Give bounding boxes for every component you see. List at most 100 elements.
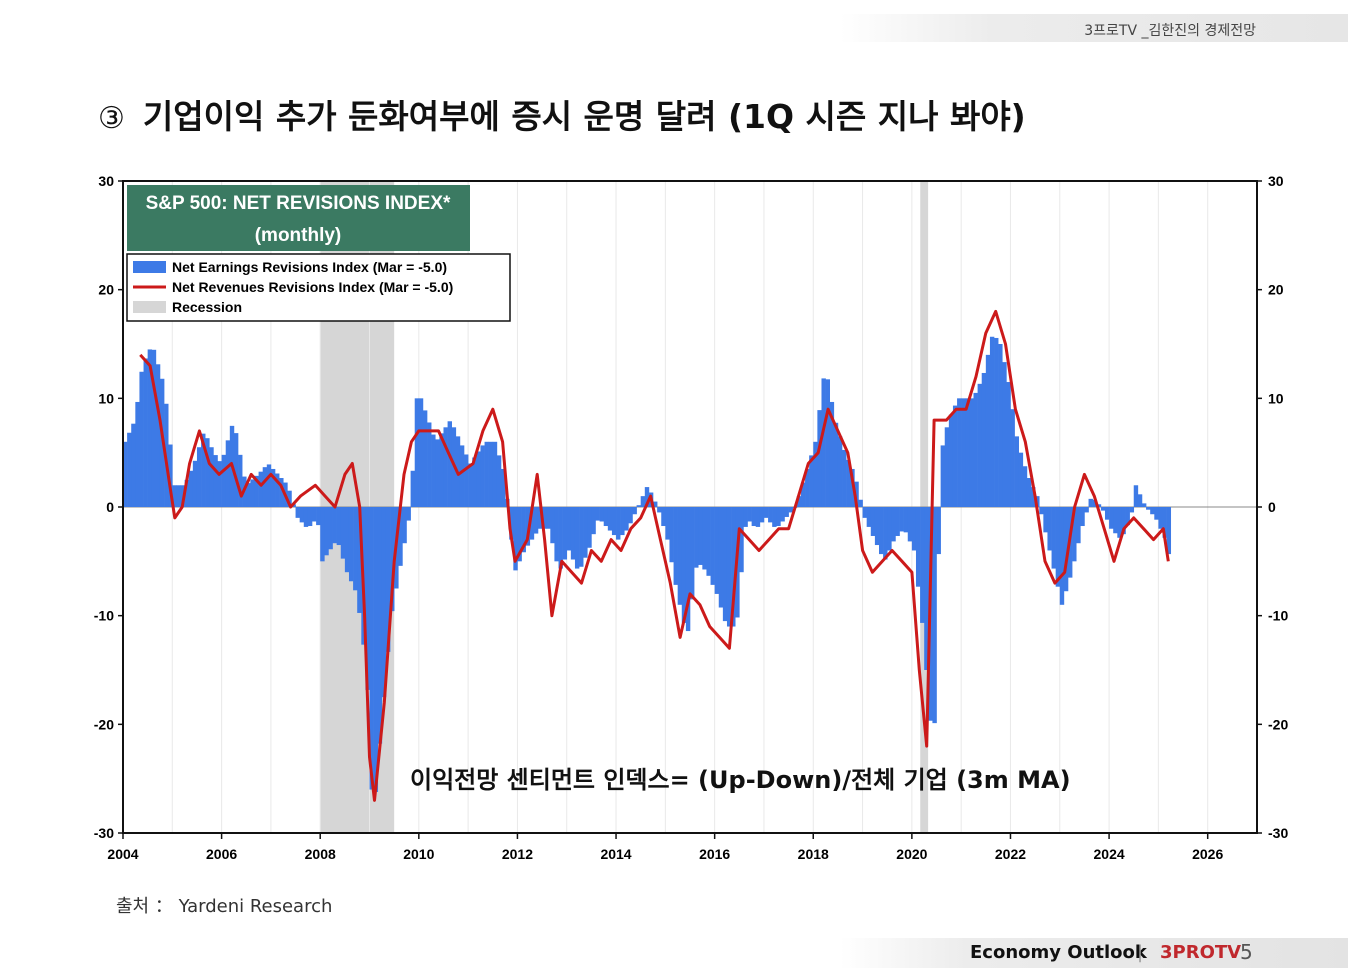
- earnings-bar-156: [763, 507, 769, 518]
- earnings-bar-76: [435, 439, 440, 507]
- earnings-bar-38: [279, 478, 284, 507]
- earnings-bar-223: [1039, 507, 1044, 515]
- earnings-bar-194: [920, 507, 925, 623]
- earnings-bar-206: [969, 398, 974, 507]
- earnings-bar-192: [911, 507, 917, 551]
- earnings-bar-224: [1043, 507, 1048, 533]
- earnings-bar-176: [846, 459, 851, 507]
- earnings-bar-239: [1104, 507, 1110, 520]
- chart-title: S&P 500: NET REVISIONS INDEX*: [146, 193, 451, 214]
- legend-swatch-recession: [133, 301, 166, 313]
- earnings-bar-215: [1006, 382, 1011, 507]
- chart-legend: Net Earnings Revisions Index (Mar = -5.0…: [126, 253, 511, 322]
- earnings-bar-172: [829, 401, 835, 507]
- earnings-bar-111: [579, 507, 584, 567]
- y-tick-label-right: 10: [1268, 390, 1284, 406]
- earnings-bar-218: [1018, 452, 1024, 507]
- earnings-bar-7: [151, 349, 157, 507]
- y-tick-label-left: -10: [94, 608, 114, 624]
- channel-label: 3프로TV _김한진의 경제전망: [1084, 23, 1256, 39]
- earnings-bar-3: [135, 401, 140, 507]
- earnings-bar-216: [1010, 409, 1015, 507]
- earnings-bar-164: [796, 496, 802, 507]
- earnings-bar-211: [989, 336, 995, 507]
- earnings-bar-145: [718, 507, 724, 608]
- earnings-bar-20: [205, 438, 210, 507]
- earnings-bar-110: [574, 507, 580, 569]
- x-tick-label: 2022: [995, 846, 1026, 862]
- earnings-bar-165: [800, 482, 806, 507]
- earnings-bar-1: [127, 432, 132, 507]
- earnings-bar-21: [209, 447, 214, 507]
- earnings-bar-60: [369, 507, 374, 790]
- earnings-bar-221: [1031, 487, 1036, 507]
- earnings-bar-72: [418, 398, 424, 507]
- earnings-bar-92: [501, 468, 506, 507]
- earnings-bar-12: [172, 485, 177, 507]
- earnings-bar-118: [607, 507, 613, 531]
- earnings-bar-22: [213, 455, 218, 507]
- earnings-bar-207: [973, 392, 978, 507]
- x-tick-label: 2004: [107, 846, 138, 862]
- earnings-bar-79: [447, 421, 452, 507]
- earnings-bar-57: [357, 507, 362, 613]
- earnings-bar-51: [332, 507, 337, 544]
- earnings-bar-246: [1133, 485, 1139, 507]
- earnings-bar-2: [131, 423, 136, 507]
- earnings-bar-116: [599, 507, 605, 522]
- x-tick-label: 2020: [896, 846, 927, 862]
- earnings-bar-209: [981, 372, 987, 507]
- earnings-bar-167: [809, 455, 814, 507]
- earnings-bar-170: [821, 378, 826, 507]
- earnings-bar-84: [468, 463, 473, 507]
- earnings-bar-254: [1166, 507, 1172, 555]
- earnings-bar-220: [1026, 478, 1032, 507]
- earnings-bar-59: [365, 507, 370, 690]
- earnings-bar-107: [562, 507, 568, 560]
- earnings-bar-212: [994, 337, 999, 507]
- earnings-bar-0: [123, 441, 128, 507]
- earnings-bar-11: [168, 444, 173, 507]
- earnings-bar-193: [915, 507, 921, 587]
- earnings-bar-105: [554, 507, 559, 562]
- y-tick-label-right: 30: [1268, 173, 1284, 189]
- earnings-bar-82: [459, 445, 465, 507]
- earnings-bar-67: [398, 507, 403, 566]
- footer-bar: Economy Outlook | 3PROTV 5: [840, 938, 1348, 968]
- earnings-bar-70: [410, 470, 416, 507]
- earnings-bar-54: [344, 507, 350, 573]
- earnings-bar-52: [336, 507, 342, 546]
- earnings-bar-219: [1022, 466, 1028, 507]
- y-tick-label-right: -30: [1268, 825, 1288, 841]
- earnings-bar-241: [1113, 507, 1118, 534]
- earnings-bar-151: [743, 507, 748, 527]
- earnings-bar-143: [710, 507, 715, 585]
- earnings-bar-117: [603, 507, 609, 527]
- earnings-bar-236: [1092, 499, 1098, 507]
- source-note: 출처 ： Yardeni Research: [116, 896, 333, 917]
- earnings-bar-251: [1154, 507, 1159, 520]
- earnings-bar-122: [624, 507, 629, 531]
- earnings-bar-198: [936, 507, 941, 555]
- earnings-bar-17: [192, 460, 198, 507]
- earnings-bar-161: [784, 507, 789, 517]
- earnings-bar-50: [328, 507, 333, 550]
- slide-title: ③ 기업이익 추가 둔화여부에 증시 운명 달려 (1Q 시즌 지나 봐야): [98, 90, 1026, 138]
- x-tick-label: 2016: [699, 846, 730, 862]
- footer-separator: |: [1137, 942, 1144, 963]
- x-tick-label: 2024: [1094, 846, 1125, 862]
- earnings-bar-146: [722, 507, 728, 622]
- earnings-bar-253: [1162, 507, 1167, 538]
- earnings-bar-27: [233, 433, 239, 507]
- earnings-bar-157: [768, 507, 773, 523]
- earnings-bar-130: [657, 507, 662, 513]
- earnings-bar-204: [961, 398, 966, 507]
- earnings-bar-235: [1088, 498, 1093, 507]
- earnings-bar-28: [238, 454, 243, 507]
- earnings-bar-24: [221, 454, 227, 507]
- earnings-bar-99: [529, 507, 535, 540]
- earnings-bar-208: [977, 383, 983, 507]
- earnings-bar-83: [464, 454, 469, 507]
- earnings-bar-184: [879, 507, 884, 555]
